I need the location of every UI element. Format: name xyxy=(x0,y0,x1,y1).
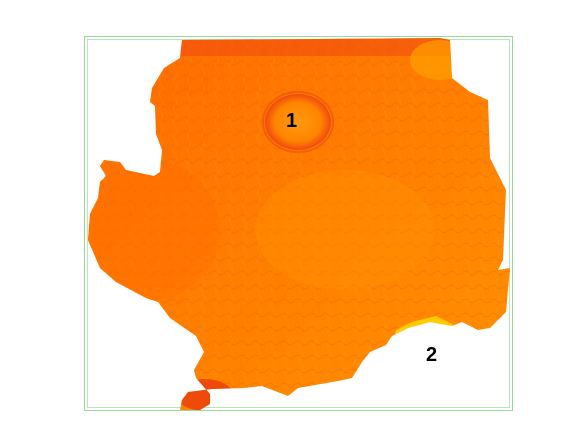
water-basin xyxy=(388,326,462,404)
crater-feature xyxy=(265,94,331,150)
terrain-region xyxy=(88,38,510,410)
marker-label-1: 1 xyxy=(286,110,297,132)
marker-label-2: 2 xyxy=(426,344,437,366)
map-frame xyxy=(84,36,513,411)
